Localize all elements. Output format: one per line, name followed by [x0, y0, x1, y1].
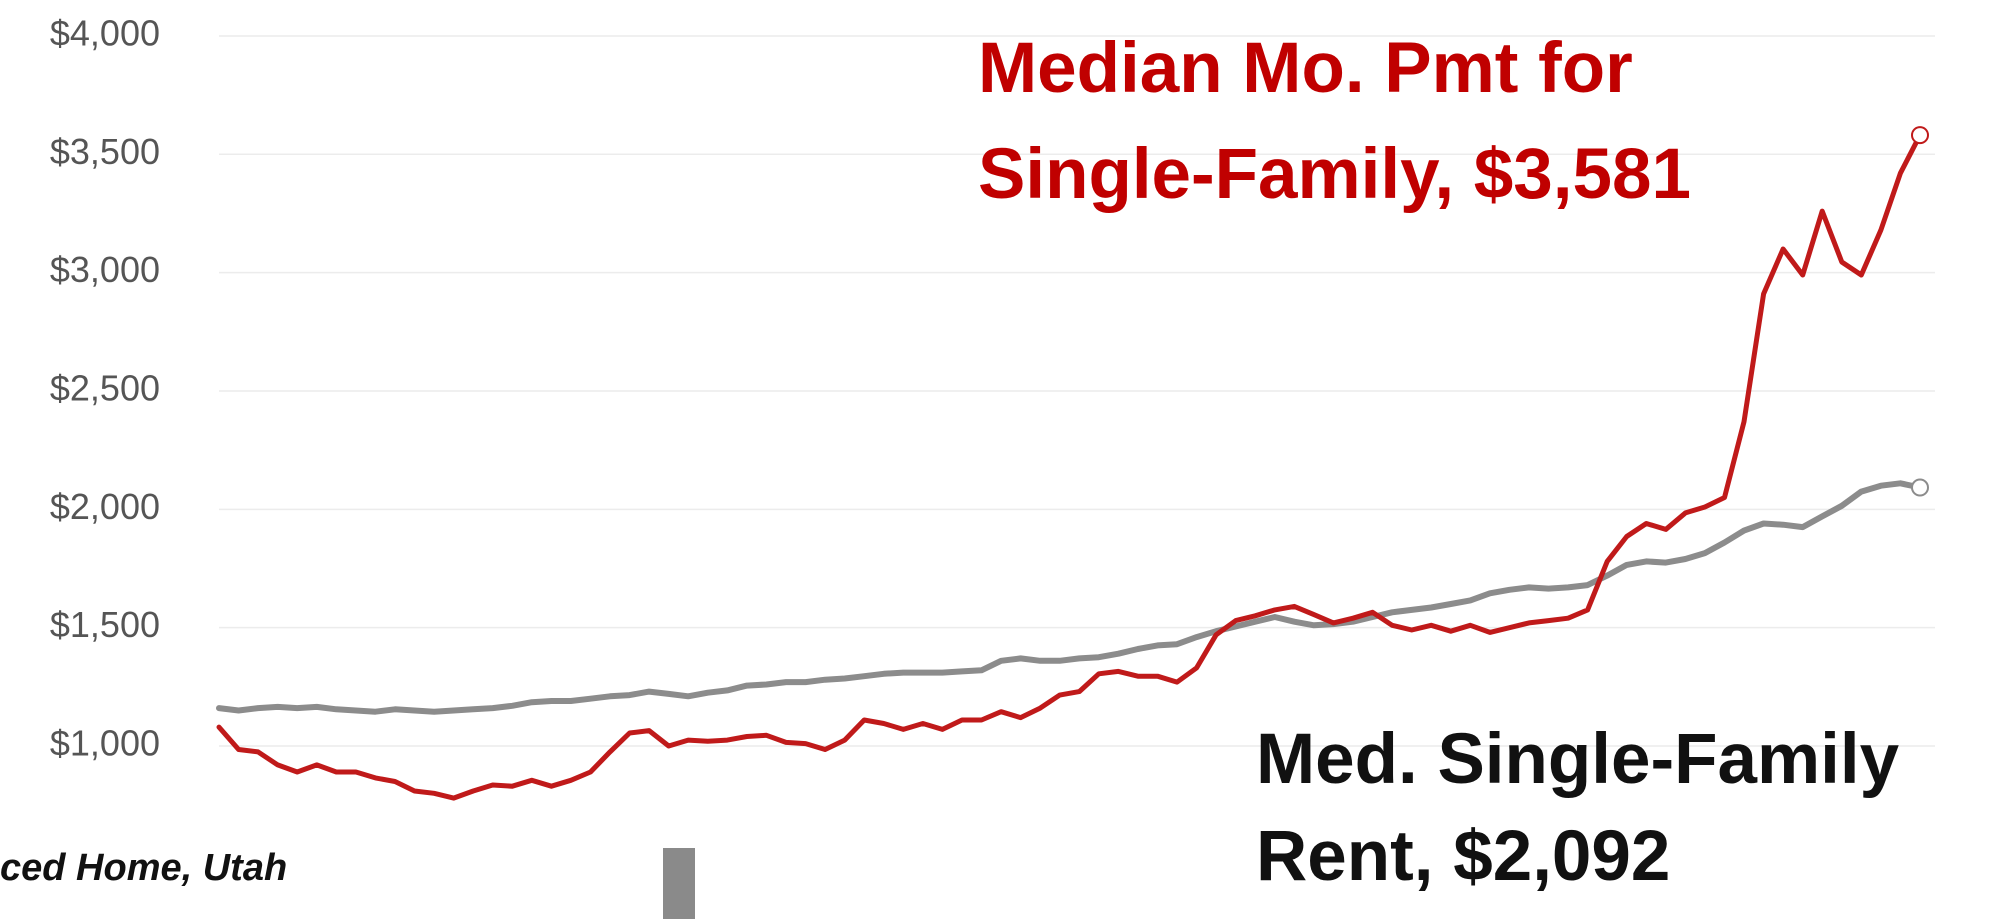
annotation: Median Mo. Pmt for: [978, 29, 1633, 108]
chart-title: ced Home, Utah: [0, 847, 287, 889]
end-marker: [1911, 126, 1929, 145]
cropped-bar: [663, 848, 695, 919]
annotation: Med. Single-Family: [1256, 720, 1900, 799]
y-tick-label: $2,000: [50, 486, 160, 527]
y-tick-label: $1,000: [50, 723, 160, 764]
y-tick-label: $1,500: [50, 604, 160, 645]
series-line: [216, 132, 1923, 801]
grid: [219, 35, 1935, 747]
series-line: [216, 480, 1923, 715]
annotation: Single-Family, $3,581: [978, 135, 1691, 214]
y-tick-label: $2,500: [50, 367, 160, 408]
end-marker: [1911, 478, 1929, 497]
y-tick-label: $4,000: [50, 12, 160, 53]
y-tick-label: $3,500: [50, 131, 160, 172]
y-tick-label: $3,000: [50, 249, 160, 290]
annotation: Rent, $2,092: [1256, 817, 1670, 896]
